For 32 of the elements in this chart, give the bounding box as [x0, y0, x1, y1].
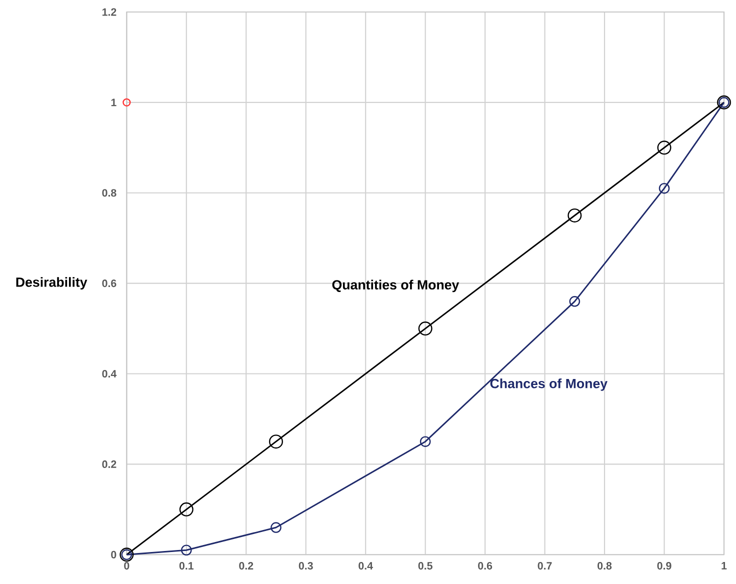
- point: [269, 434, 284, 449]
- point: [179, 502, 194, 516]
- point: [658, 182, 670, 194]
- point: [568, 208, 582, 222]
- y-tick-label: 1: [111, 98, 116, 106]
- y-tick-label: 0.8: [102, 189, 116, 197]
- point: [418, 322, 432, 336]
- x-tick-label: 0.2: [239, 562, 254, 570]
- x-tick-label: 0.3: [298, 562, 313, 570]
- y-tick-label: 0.4: [102, 370, 117, 378]
- x-tick-label: 0.6: [478, 562, 492, 570]
- y-axis-title: Desirability: [16, 277, 88, 290]
- x-tick-label: 0: [124, 562, 130, 570]
- point: [569, 296, 580, 307]
- x-tick-label: 0.7: [538, 562, 552, 570]
- series-label: Chances of Money: [490, 378, 608, 391]
- point: [420, 436, 431, 447]
- x-tick-label: 0.4: [358, 562, 373, 570]
- x-tick-label: 0.1: [179, 562, 194, 570]
- y-tick-label: 0.6: [102, 280, 116, 288]
- point: [122, 98, 131, 106]
- y-tick-label: 0: [111, 550, 116, 558]
- point: [657, 140, 672, 155]
- point: [270, 522, 282, 533]
- x-tick-label: 1: [722, 562, 727, 570]
- series-label: Quantities of Money: [332, 280, 460, 292]
- y-tick-label: 0.2: [102, 460, 116, 468]
- x-tick-label: 0.5: [418, 562, 432, 570]
- x-tick-label: 0.9: [657, 562, 672, 570]
- x-tick-label: 0.8: [598, 562, 612, 570]
- y-tick-label: 1.2: [102, 8, 116, 16]
- point: [181, 544, 192, 556]
